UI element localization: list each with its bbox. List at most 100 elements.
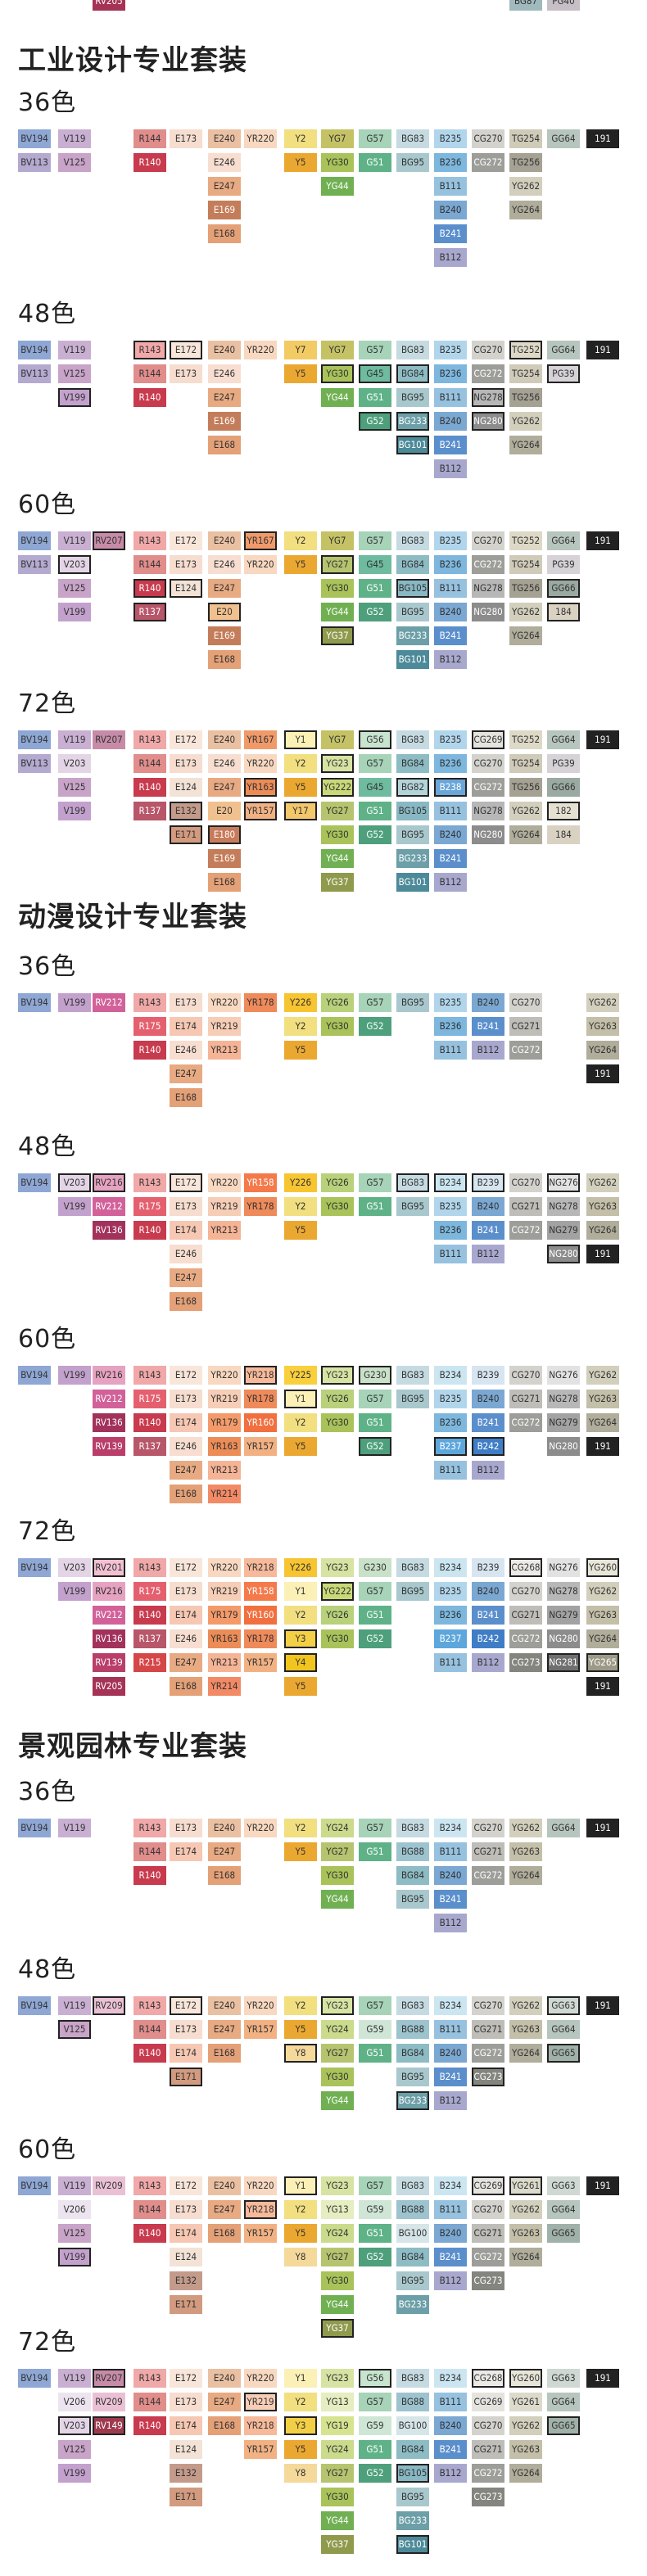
swatch-yr178: YR178 xyxy=(244,1197,277,1216)
swatch-b241: B241 xyxy=(434,1890,467,1909)
swatch-bg84: BG84 xyxy=(396,555,429,574)
swatch-y5: Y5 xyxy=(284,2440,317,2459)
swatch-g51: G51 xyxy=(359,2440,391,2459)
swatch-ng280: NG280 xyxy=(547,1245,580,1263)
swatch-y5: Y5 xyxy=(284,1677,317,1696)
swatch-bv194: BV194 xyxy=(18,730,51,749)
swatch-e247: E247 xyxy=(208,2020,241,2039)
swatch-bv194: BV194 xyxy=(18,2176,51,2195)
swatch-tg254: TG254 xyxy=(509,754,542,773)
swatch-rv136: RV136 xyxy=(93,1221,125,1240)
swatch-b236: B236 xyxy=(434,754,467,773)
swatch-bg233: BG233 xyxy=(396,2511,429,2530)
swatch-v199: V199 xyxy=(58,1366,91,1385)
swatch-tg252: TG252 xyxy=(509,531,542,550)
swatch-yg37: YG37 xyxy=(321,2319,354,2338)
swatch-g57: G57 xyxy=(359,531,391,550)
swatch-cg272: CG272 xyxy=(472,2464,504,2483)
swatch-yg260: YG260 xyxy=(509,2369,542,2388)
swatch-yg26: YG26 xyxy=(321,993,354,1012)
swatch-y2: Y2 xyxy=(284,1996,317,2015)
swatch-yr213: YR213 xyxy=(208,1653,241,1672)
swatch-e124: E124 xyxy=(170,2248,202,2266)
swatch-cg270: CG270 xyxy=(509,993,542,1012)
swatch-yg30: YG30 xyxy=(321,825,354,844)
swatch-e171: E171 xyxy=(170,2068,202,2086)
swatch-y226: Y226 xyxy=(284,1558,317,1577)
swatch-yg264: YG264 xyxy=(509,2464,542,2483)
swatch-v119: V119 xyxy=(58,2176,91,2195)
swatch-bg100: BG100 xyxy=(396,2224,429,2243)
swatch-cg268: CG268 xyxy=(509,1558,542,1577)
swatch-b241: B241 xyxy=(434,849,467,868)
swatch-r144: R144 xyxy=(133,555,166,574)
swatch-cg272: CG272 xyxy=(472,555,504,574)
swatch-yg262: YG262 xyxy=(509,603,542,621)
swatch-bg83: BG83 xyxy=(396,1173,429,1192)
swatch-tg252: TG252 xyxy=(509,341,542,359)
swatch-yg27: YG27 xyxy=(321,2248,354,2266)
swatch-yr179: YR179 xyxy=(208,1413,241,1432)
swatch-191: 191 xyxy=(586,1064,619,1083)
swatch-e240: E240 xyxy=(208,341,241,359)
swatch-r215: R215 xyxy=(133,1653,166,1672)
swatch-g51: G51 xyxy=(359,388,391,407)
swatch-cg272: CG272 xyxy=(472,153,504,172)
swatch-b242: B242 xyxy=(472,1437,504,1456)
swatch-e132: E132 xyxy=(170,2464,202,2483)
swatch-b111: B111 xyxy=(434,1245,467,1263)
swatch-b241: B241 xyxy=(472,1017,504,1036)
swatch-g57: G57 xyxy=(359,1582,391,1601)
swatch-cg270: CG270 xyxy=(472,129,504,148)
swatch-v125: V125 xyxy=(58,579,91,598)
swatch-yg44: YG44 xyxy=(321,2091,354,2110)
swatch-g57: G57 xyxy=(359,754,391,773)
swatch-g59: G59 xyxy=(359,2020,391,2039)
swatch-b111: B111 xyxy=(434,1041,467,1060)
swatch-g52: G52 xyxy=(359,1017,391,1036)
swatch-yg23: YG23 xyxy=(321,2176,354,2195)
swatch-bg95: BG95 xyxy=(396,1582,429,1601)
swatch-rv212: RV212 xyxy=(93,1606,125,1625)
swatch-b234: B234 xyxy=(434,1173,467,1192)
swatch-b241: B241 xyxy=(472,1221,504,1240)
swatch-b238: B238 xyxy=(434,778,467,797)
swatch-b236: B236 xyxy=(434,1606,467,1625)
swatch-yg264: YG264 xyxy=(509,626,542,645)
swatch-yr178: YR178 xyxy=(244,1629,277,1648)
swatch-y5: Y5 xyxy=(284,1842,317,1861)
swatch-bg83: BG83 xyxy=(396,341,429,359)
swatch-gg66: GG66 xyxy=(547,778,580,797)
swatch-bg95: BG95 xyxy=(396,2068,429,2086)
swatch-yr218: YR218 xyxy=(244,2200,277,2219)
swatch-r143: R143 xyxy=(133,1366,166,1385)
swatch-yg262: YG262 xyxy=(509,1996,542,2015)
swatch-yr220: YR220 xyxy=(208,1366,241,1385)
swatch-yr220: YR220 xyxy=(244,341,277,359)
swatch-g57: G57 xyxy=(359,2393,391,2411)
swatch-cg271: CG271 xyxy=(472,2020,504,2039)
swatch-tg256: TG256 xyxy=(509,388,542,407)
swatch-yr220: YR220 xyxy=(244,1819,277,1837)
swatch-cg272: CG272 xyxy=(509,1413,542,1432)
swatch-e168: E168 xyxy=(170,1485,202,1503)
swatch-yr213: YR213 xyxy=(208,1041,241,1060)
swatch-bg87: BG87 xyxy=(509,0,542,11)
swatch-cg270: CG270 xyxy=(472,2200,504,2219)
set-label: 48色 xyxy=(18,1955,77,1984)
swatch-g45: G45 xyxy=(359,778,391,797)
swatch-b235: B235 xyxy=(434,993,467,1012)
swatch-e124: E124 xyxy=(170,778,202,797)
swatch-yg24: YG24 xyxy=(321,2224,354,2243)
swatch-g52: G52 xyxy=(359,412,391,431)
swatch-bg83: BG83 xyxy=(396,531,429,550)
swatch-cg270: CG270 xyxy=(509,1582,542,1601)
swatch-r140: R140 xyxy=(133,1221,166,1240)
swatch-v119: V119 xyxy=(58,2369,91,2388)
swatch-e172: E172 xyxy=(170,1173,202,1192)
swatch-yr220: YR220 xyxy=(208,1558,241,1577)
swatch-e172: E172 xyxy=(170,1996,202,2015)
swatch-r143: R143 xyxy=(133,531,166,550)
swatch-b234: B234 xyxy=(434,2176,467,2195)
swatch-v119: V119 xyxy=(58,730,91,749)
